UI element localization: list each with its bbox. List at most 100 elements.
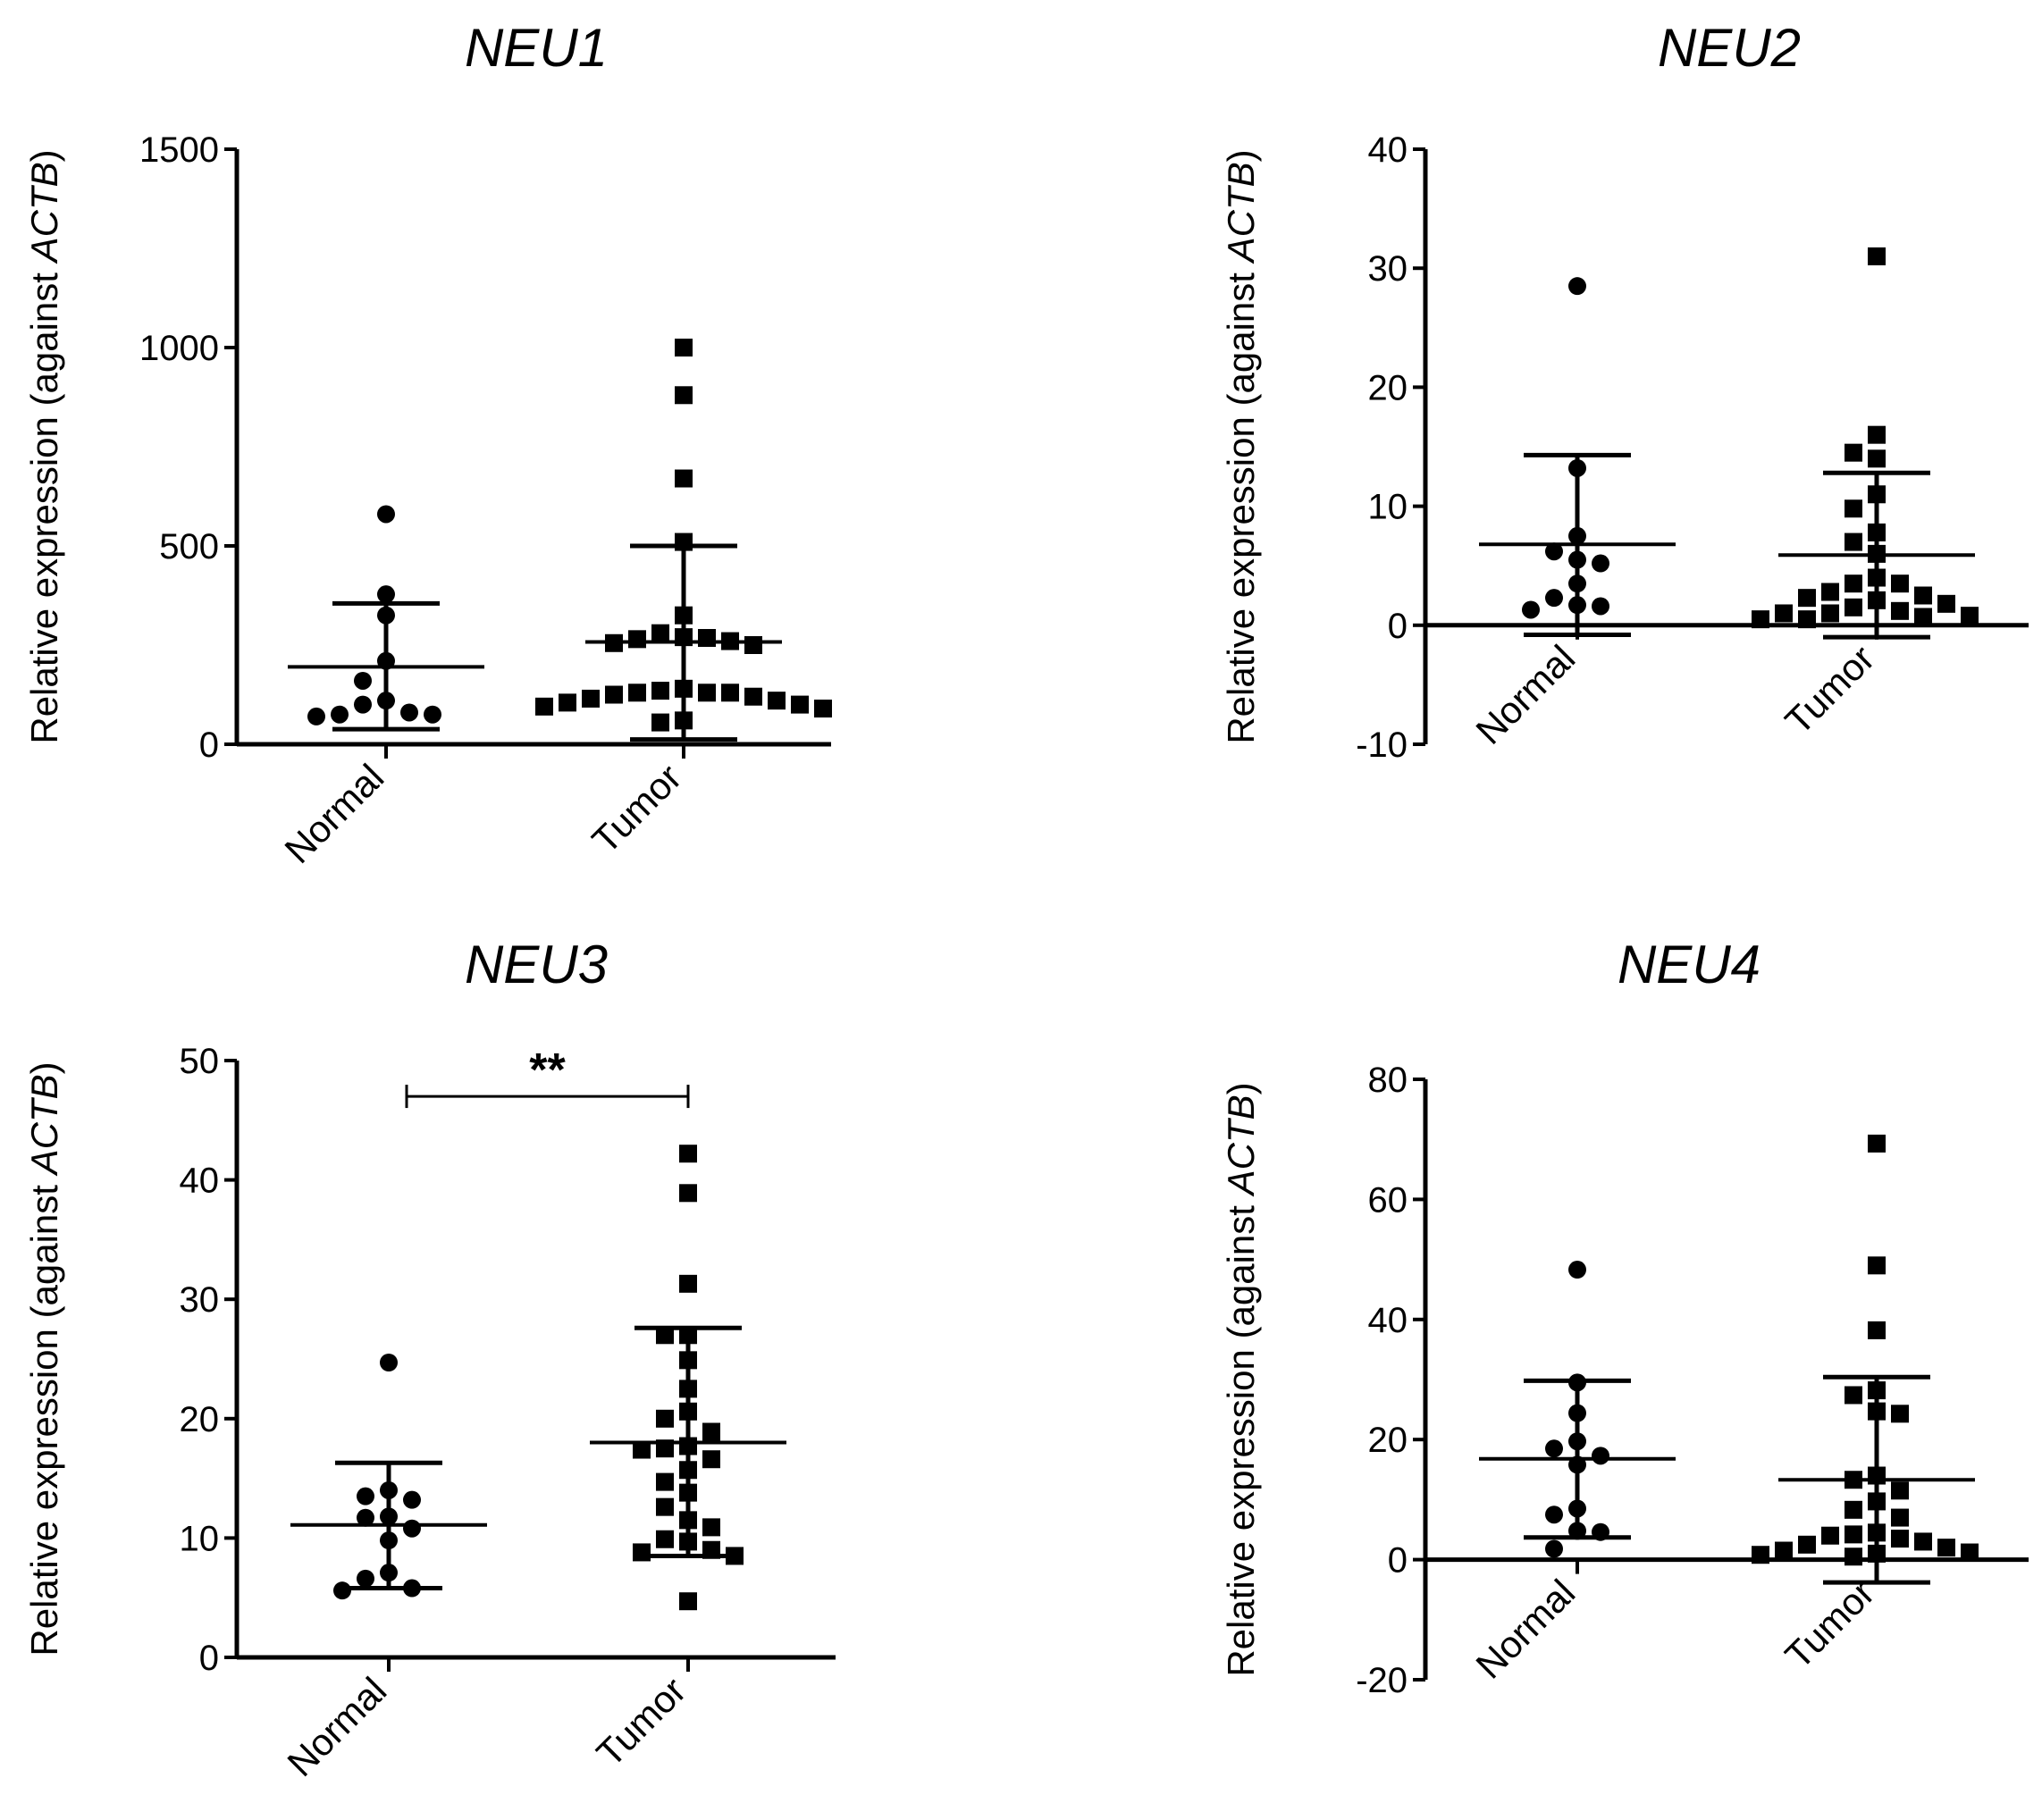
data-point-circle [1568, 575, 1586, 593]
data-point-square [1868, 591, 1886, 609]
data-point-square [1891, 575, 1909, 593]
y-tick-label: 40 [1368, 130, 1408, 170]
significance-label: ** [529, 1044, 566, 1096]
data-point-circle [1545, 1505, 1563, 1524]
data-point-square [1798, 589, 1816, 608]
series-tumor [590, 1145, 786, 1611]
y-axis-label: Relative expression (against ACTB) [1220, 149, 1262, 743]
data-point-square [656, 1497, 674, 1516]
y-axis-label-text: Relative expression (against [23, 262, 65, 743]
data-point-square [1752, 610, 1769, 629]
y-tick-label: 1000 [139, 329, 219, 368]
y-tick-label: 0 [1388, 607, 1408, 646]
data-point-circle [1568, 596, 1586, 615]
data-point-square [1914, 608, 1932, 626]
data-point-square [744, 636, 762, 654]
data-point-circle [403, 1579, 421, 1598]
data-point-circle [1545, 1539, 1563, 1558]
data-point-circle [1568, 1455, 1586, 1474]
data-point-circle [357, 1569, 374, 1588]
data-point-square [675, 679, 693, 698]
data-point-square [1937, 594, 1955, 613]
data-point-square [675, 469, 693, 488]
chart-title: NEU1 [465, 18, 608, 78]
data-point-circle [424, 705, 441, 724]
data-point-square [726, 1547, 744, 1565]
data-point-circle [1568, 1432, 1586, 1451]
data-point-square [656, 1409, 674, 1428]
y-tick-label: 30 [180, 1280, 220, 1320]
data-point-circle [380, 1564, 398, 1582]
y-axis-label-gene: ACTB [23, 162, 65, 264]
data-point-circle [1592, 1447, 1609, 1465]
x-category-label: Normal [1467, 637, 1583, 752]
chart-title: NEU4 [1618, 935, 1760, 994]
data-point-square [702, 1422, 720, 1441]
data-point-square [1821, 583, 1839, 601]
data-point-square [675, 628, 693, 647]
data-point-square [1845, 499, 1862, 518]
data-point-square [679, 1145, 697, 1163]
data-point-circle [1592, 597, 1609, 616]
data-point-square [1937, 1539, 1955, 1557]
data-point-circle [377, 651, 395, 670]
series-normal [290, 1354, 487, 1600]
y-axis-label-text: Relative expression (against [23, 1174, 65, 1656]
data-point-circle [1522, 600, 1540, 619]
y-axis-label-close: ) [23, 1061, 65, 1074]
data-point-square [675, 711, 693, 730]
data-point-square [1914, 1532, 1932, 1551]
data-point-square [679, 1402, 697, 1421]
data-point-square [651, 682, 669, 700]
data-point-circle [354, 671, 372, 690]
y-tick-label: 30 [1368, 249, 1408, 289]
data-point-circle [377, 606, 395, 625]
y-tick-label: 0 [1388, 1541, 1408, 1581]
panel-neu3: NEU3 Relative expression (against ACTB) 0 1… [23, 935, 836, 1784]
data-point-square [1845, 533, 1862, 551]
data-point-circle [1545, 1439, 1563, 1458]
data-point-square [675, 606, 693, 625]
data-point-circle [380, 1531, 398, 1550]
data-point-square [679, 1274, 697, 1293]
data-point-square [1868, 1381, 1886, 1400]
data-point-circle [1568, 1499, 1586, 1518]
y-tick-label: 50 [180, 1042, 220, 1081]
data-point-square [628, 684, 646, 702]
data-point-square [1821, 1526, 1839, 1545]
data-point-square [698, 684, 716, 702]
data-point-square [1961, 607, 1979, 625]
data-point-circle [380, 1354, 398, 1372]
data-point-circle [333, 1581, 351, 1600]
data-point-square [633, 1440, 651, 1459]
data-point-circle [1568, 1404, 1586, 1422]
data-point-square [679, 1592, 697, 1611]
data-point-square [768, 692, 786, 710]
data-point-square [1868, 1256, 1886, 1275]
data-point-circle [380, 1480, 398, 1499]
chart-title: NEU3 [465, 935, 608, 994]
data-point-circle [357, 1508, 374, 1527]
data-point-square [1845, 1471, 1862, 1489]
data-point-square [702, 1540, 720, 1559]
data-point-square [1868, 1402, 1886, 1421]
data-point-circle [1592, 554, 1609, 573]
data-point-square [698, 629, 716, 648]
data-point-square [1868, 485, 1886, 504]
data-point-square [1868, 1134, 1886, 1153]
x-category-label: Normal [276, 756, 391, 871]
data-point-square [1775, 1541, 1793, 1560]
data-point-square [1868, 247, 1886, 265]
y-axis-label-close: ) [23, 149, 65, 162]
data-point-square [1868, 1523, 1886, 1542]
y-tick-label: 500 [159, 527, 219, 566]
data-point-square [1845, 1386, 1862, 1405]
data-point-circle [1592, 1522, 1609, 1541]
data-point-square [744, 687, 762, 706]
data-point-square [1845, 575, 1862, 593]
data-point-circle [354, 695, 372, 714]
data-point-square [679, 1380, 697, 1398]
data-point-square [1868, 425, 1886, 444]
data-point-square [1821, 604, 1839, 623]
data-point-square [679, 1184, 697, 1203]
